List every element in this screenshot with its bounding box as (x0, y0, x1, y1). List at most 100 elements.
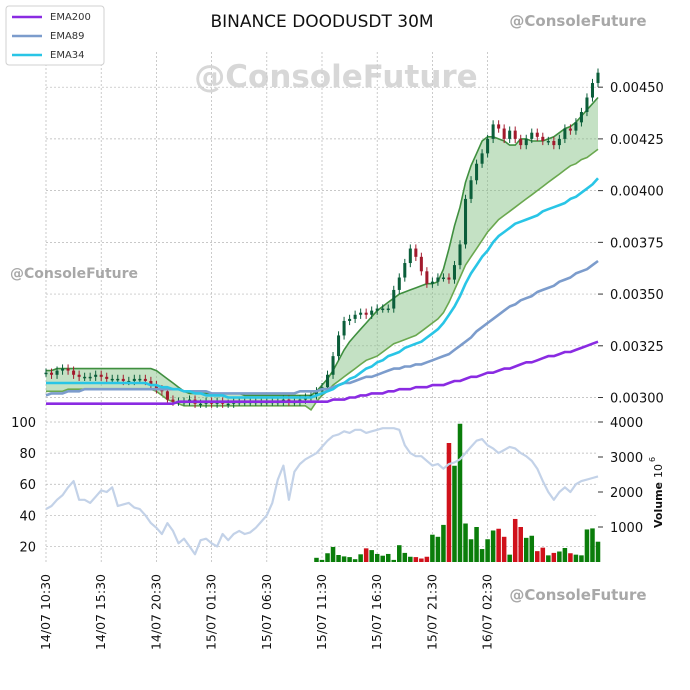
volume-tick-label: 1000 (610, 521, 643, 536)
candle-body (403, 263, 407, 278)
volume-bar (408, 556, 413, 562)
x-tick-label: 15/07 21:30 (424, 574, 439, 650)
candle-body (342, 320, 346, 336)
legend-ema200-label: EMA200 (50, 12, 91, 23)
candle-body (331, 356, 335, 375)
candle-body (414, 248, 418, 257)
candle-body (530, 132, 534, 139)
candle-body (447, 277, 451, 280)
price-tick-label: 0.00400 (610, 185, 664, 200)
volume-bar (579, 555, 584, 562)
volume-bar (457, 423, 463, 562)
volume-bar (336, 555, 341, 562)
legend-box (5, 5, 105, 66)
candle-body (541, 136, 545, 141)
candle-body (502, 128, 506, 139)
candle-body (386, 308, 390, 311)
volume-bar (540, 547, 546, 562)
volume-bar (479, 549, 485, 562)
volume-bar (363, 548, 369, 562)
volume-bar (590, 528, 595, 562)
volume-bar (568, 553, 573, 562)
price-tick-label: 0.00300 (610, 392, 664, 407)
volume-bar (496, 528, 501, 562)
volume-bar (474, 527, 479, 562)
candle-body (563, 128, 567, 139)
candle-body (77, 374, 81, 377)
candle-body (596, 72, 600, 84)
candle-body (419, 256, 423, 272)
candle-body (226, 403, 230, 406)
volume-axis-exponent: 6 (648, 457, 657, 462)
volume-bar (529, 535, 535, 562)
candle-body (165, 391, 169, 400)
candle-body (557, 138, 561, 146)
x-tick-label: 15/07 06:30 (259, 574, 274, 650)
candle-body (132, 378, 136, 381)
candle-body (138, 378, 142, 381)
candle-body (486, 138, 490, 154)
x-tick-label: 15/07 01:30 (204, 574, 219, 650)
volume-bar (468, 539, 474, 562)
volume-bar (358, 554, 363, 562)
legend-ema34-label: EMA34 (50, 50, 85, 61)
volume-bar (446, 443, 452, 562)
volume-bar (374, 553, 380, 562)
ema200-line (46, 340, 599, 406)
candle-body (375, 308, 379, 311)
candle-body (469, 180, 473, 199)
volume-bar (501, 536, 507, 562)
volume-bar (523, 537, 529, 562)
candle-body (568, 128, 572, 131)
candle-body (149, 380, 153, 386)
volume-bar (424, 556, 430, 562)
ema89-line (45, 259, 599, 397)
candle-body (508, 130, 512, 139)
candle-body (513, 130, 517, 139)
candle-body (408, 248, 412, 264)
candle-body (116, 378, 120, 381)
volume-bar (485, 539, 490, 562)
volume-bar (402, 552, 408, 562)
rsi-tick-label: 80 (19, 447, 36, 462)
volume-bar (452, 465, 457, 562)
volume-tick-label: 4000 (610, 416, 643, 431)
price-tick-label: 0.00425 (610, 133, 664, 148)
volume-bar (347, 557, 352, 562)
candle-body (392, 289, 396, 309)
x-tick-label: 14/07 15:30 (93, 574, 108, 650)
candle-body (475, 163, 479, 181)
volume-bar (380, 555, 385, 562)
chart-title: BINANCE DOODUSDT 30M (210, 12, 433, 32)
volume-bar (512, 518, 518, 562)
watermark-center: @ConsoleFuture (194, 59, 477, 95)
volume-bar (546, 555, 551, 562)
candle-body (546, 140, 550, 143)
candles (44, 68, 600, 408)
candle-body (44, 372, 48, 375)
volume-bar (435, 536, 441, 562)
axes: 14/07 10:30 14/07 15:30 14/07 20:30 15/07 0… (11, 81, 664, 650)
candle-body (348, 318, 352, 321)
volume-bar (397, 545, 402, 562)
candle-body (552, 140, 556, 146)
volume-bar (562, 548, 568, 562)
volume-bar (518, 527, 523, 562)
volume-bar (330, 546, 336, 562)
volume-bar (369, 550, 374, 562)
volume-axis-label: Volume (652, 482, 665, 528)
volume-bar (490, 530, 496, 562)
price-tick-label: 0.00375 (610, 236, 664, 251)
legend-ema89-label: EMA89 (50, 31, 85, 42)
candle-body (72, 370, 76, 375)
volume-bars (314, 423, 601, 562)
candle-body (430, 281, 434, 284)
candle-body (353, 314, 357, 319)
candle-body (337, 335, 341, 357)
rsi-tick-label: 40 (19, 509, 36, 524)
price-tick-label: 0.00450 (610, 81, 664, 96)
candle-body (497, 124, 501, 129)
candle-body (66, 368, 70, 371)
volume-bar (507, 554, 512, 562)
